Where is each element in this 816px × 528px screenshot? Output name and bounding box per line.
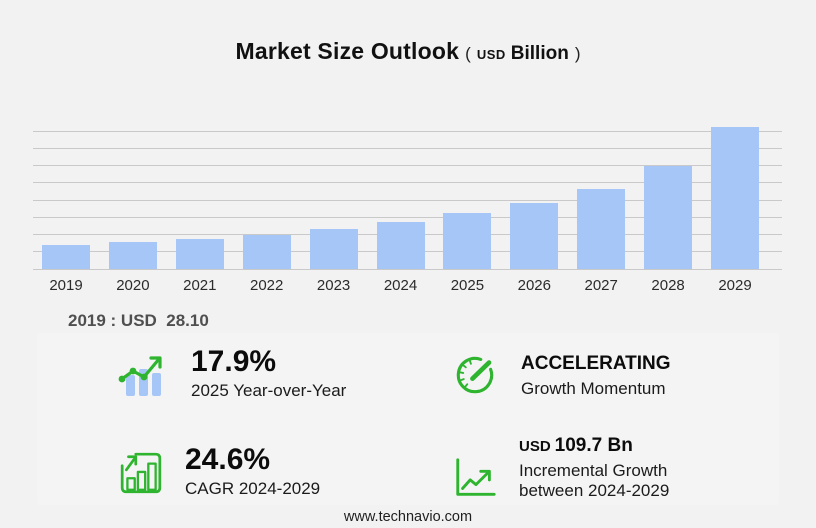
- title-currency: USD: [476, 47, 506, 62]
- stat-yoy-value: 17.9%: [191, 345, 277, 378]
- x-tick-label: 2023: [316, 277, 351, 294]
- gridline: [33, 182, 782, 184]
- bar-2020: [108, 242, 157, 269]
- title-unit: Billion: [510, 43, 569, 64]
- x-tick-label: 2024: [383, 277, 418, 294]
- bar-2029: [711, 127, 759, 269]
- bar-2021: [175, 239, 224, 269]
- x-axis: 2019 2020 2021 2022 2023 2024 2025 2026 2027 2028…: [33, 277, 782, 297]
- stat-cagr-label: CAGR 2024-2029: [185, 478, 321, 498]
- x-tick-label: 2022: [250, 277, 284, 294]
- gauge-icon: [456, 356, 494, 394]
- stat-yoy: 17.9% 2025 Year-over-Year: [118, 346, 346, 401]
- stat-incremental-label-line2: between 2024-2029: [519, 481, 670, 501]
- x-tick-label: 2029: [718, 277, 752, 294]
- gridline: [33, 130, 782, 132]
- bar-chart: [33, 127, 782, 270]
- stat-cagr-value: 24.6%: [185, 443, 271, 476]
- bar-2028: [644, 165, 693, 269]
- stat-cagr: 24.6% CAGR 2024-2029: [118, 444, 320, 499]
- footer-url: www.technavio.com: [343, 509, 473, 525]
- bar-2023: [309, 229, 358, 269]
- bar-2024: [376, 221, 425, 269]
- stat-momentum-value: ACCELERATING: [521, 353, 671, 374]
- stat-momentum-text: ACCELERATING Growth Momentum: [521, 352, 671, 399]
- x-tick-label: 2028: [651, 277, 685, 294]
- bar-2025: [443, 213, 492, 269]
- x-tick-label: 2021: [183, 277, 217, 294]
- x-tick-label: 2025: [450, 277, 485, 294]
- stat-momentum-label: Growth Momentum: [521, 378, 666, 398]
- bar-2019: [42, 244, 90, 269]
- bar-trend-icon: [118, 356, 162, 396]
- stat-incremental-amount: 109.7 Bn: [554, 435, 633, 456]
- stat-cagr-text: 24.6% CAGR 2024-2029: [185, 444, 320, 499]
- gridline: [33, 147, 782, 149]
- stat-incremental: USD 109.7 Bn Incremental Growth between 2…: [452, 434, 669, 502]
- stat-incremental-text: USD 109.7 Bn Incremental Growth between 2…: [519, 434, 669, 502]
- page-title: Market Size Outlook ( USD Billion ): [0, 38, 816, 65]
- bar-2026: [510, 203, 559, 269]
- title-paren-close: ): [574, 44, 581, 63]
- stat-momentum: ACCELERATING Growth Momentum: [450, 352, 671, 399]
- stat-incremental-value: USD 109.7 Bn: [519, 434, 669, 458]
- chart-box-icon: [120, 452, 162, 494]
- bar-2022: [242, 235, 291, 269]
- gridline: [33, 199, 782, 201]
- gridline: [33, 268, 782, 270]
- stat-incremental-currency: USD: [519, 438, 551, 455]
- x-tick-label: 2019: [49, 277, 83, 294]
- line-growth-icon: [456, 458, 496, 496]
- bar-2027: [577, 189, 626, 269]
- note-2019-value: 2019 : USD 28.10: [68, 311, 209, 330]
- gridline: [33, 216, 782, 218]
- gridline: [33, 165, 782, 166]
- stat-incremental-label-line1: Incremental Growth: [519, 460, 668, 480]
- stat-yoy-text: 17.9% 2025 Year-over-Year: [191, 346, 346, 401]
- x-tick-label: 2020: [116, 277, 150, 294]
- title-text: Market Size Outlook: [235, 38, 460, 64]
- x-tick-label: 2026: [517, 277, 551, 294]
- x-tick-label: 2027: [584, 277, 618, 294]
- title-paren-open: (: [465, 44, 471, 63]
- stat-yoy-label: 2025 Year-over-Year: [191, 380, 347, 400]
